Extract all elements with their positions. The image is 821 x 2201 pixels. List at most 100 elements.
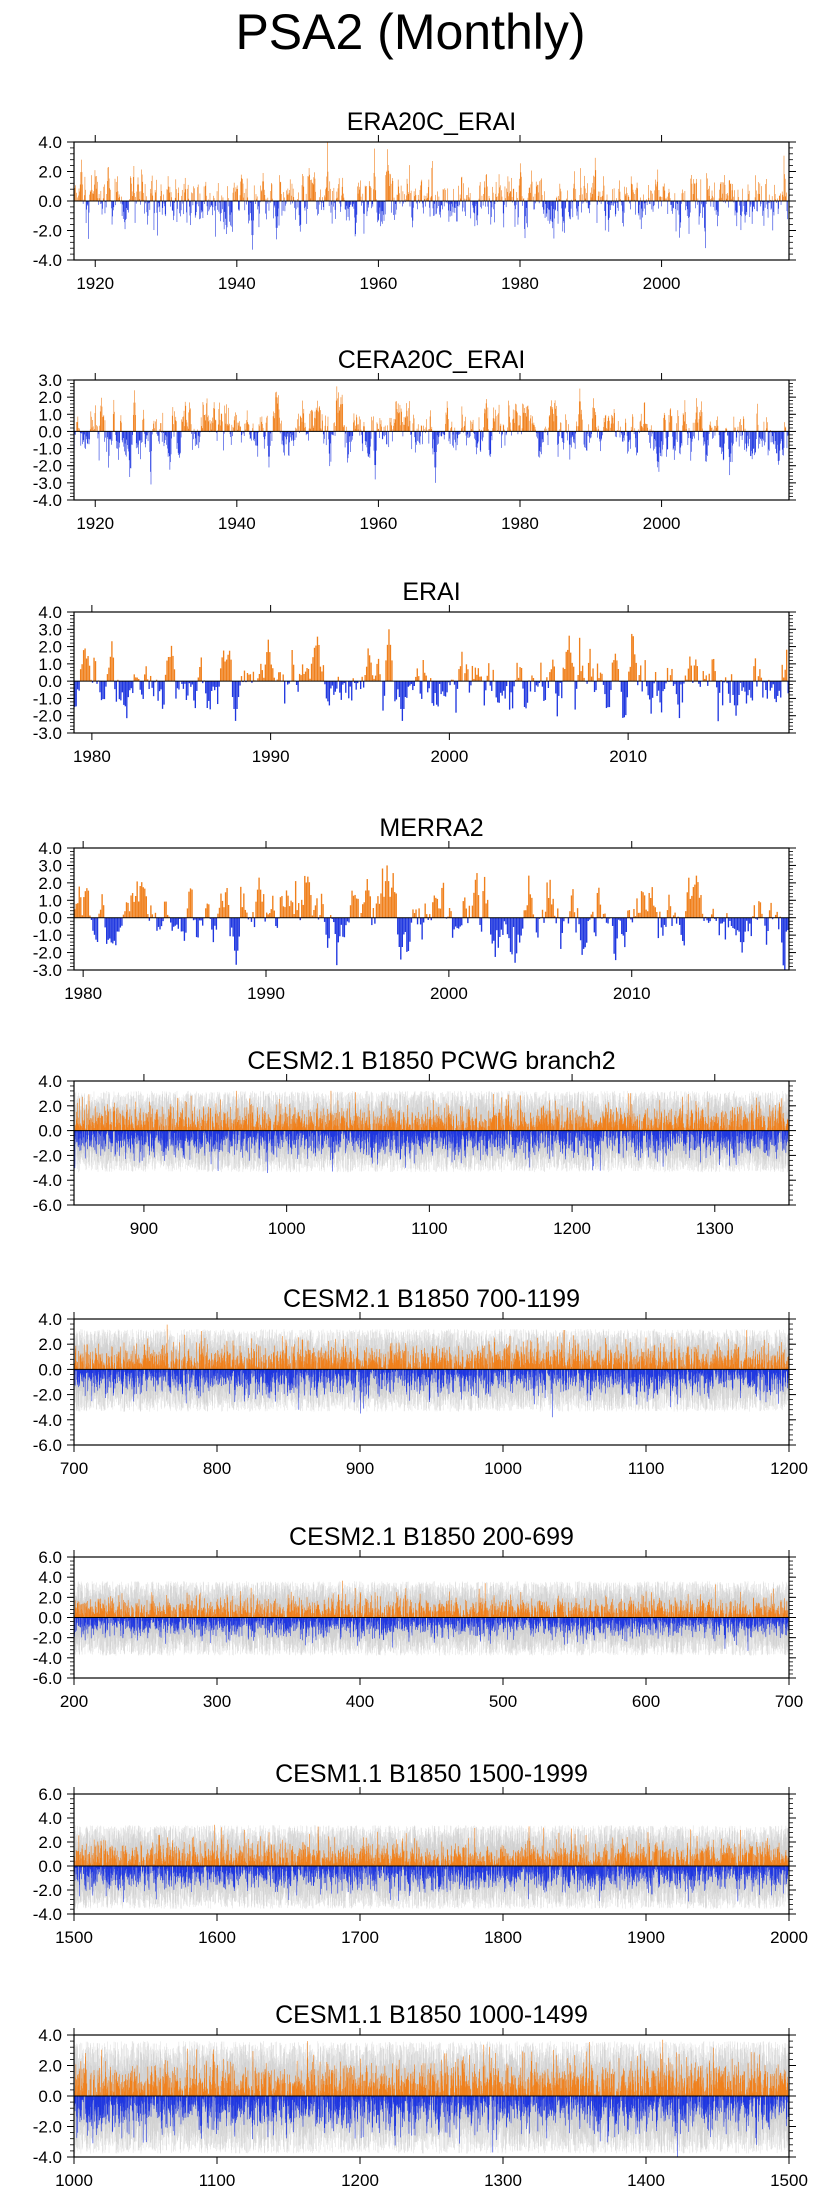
data-bar xyxy=(320,428,322,432)
data-bar xyxy=(263,431,265,449)
data-bar xyxy=(524,201,526,239)
data-bar xyxy=(352,895,355,918)
data-bar xyxy=(632,414,633,432)
data-bar xyxy=(348,681,350,699)
data-bar xyxy=(97,426,98,432)
data-bar xyxy=(722,431,723,452)
data-bar xyxy=(587,201,589,209)
data-bar xyxy=(763,201,765,226)
data-bars xyxy=(74,142,790,250)
data-bar xyxy=(429,201,431,217)
data-bar xyxy=(240,426,241,432)
data-bar xyxy=(335,425,336,432)
data-bar xyxy=(115,431,117,441)
data-bar xyxy=(469,198,470,201)
data-bar xyxy=(291,431,292,441)
data-bar xyxy=(131,893,134,918)
data-bar xyxy=(741,917,743,953)
data-bar xyxy=(732,917,734,929)
data-bar xyxy=(356,201,358,215)
data-bar xyxy=(780,681,782,698)
data-bar xyxy=(696,398,697,432)
data-bar xyxy=(700,410,702,432)
data-bar xyxy=(336,386,338,432)
data-bar xyxy=(131,431,133,445)
data-bar xyxy=(651,201,653,210)
data-bar xyxy=(527,197,529,201)
data-bar xyxy=(291,195,292,201)
data-bar xyxy=(149,431,151,453)
data-bar xyxy=(130,681,132,689)
data-bar xyxy=(373,431,375,451)
data-bar xyxy=(725,194,727,201)
data-bar xyxy=(606,427,607,432)
data-bar xyxy=(703,201,705,208)
data-bar xyxy=(483,681,485,706)
data-bar xyxy=(770,199,771,201)
data-bar xyxy=(771,201,772,209)
data-bar xyxy=(148,201,149,204)
data-bar xyxy=(669,198,671,201)
data-bar xyxy=(162,412,164,432)
data-bar xyxy=(80,897,82,918)
data-bar xyxy=(118,194,120,201)
data-bar xyxy=(774,193,776,201)
data-bar xyxy=(539,431,541,458)
data-bar xyxy=(255,201,256,204)
data-bar xyxy=(292,664,295,682)
data-bar xyxy=(630,426,632,432)
data-bar xyxy=(677,681,679,705)
data-bar xyxy=(555,201,556,211)
data-bar xyxy=(515,403,516,432)
data-bar xyxy=(784,174,785,201)
plot-frame xyxy=(73,611,790,734)
data-bar xyxy=(75,431,76,435)
data-bar xyxy=(295,201,297,210)
data-bar xyxy=(322,420,323,432)
data-bar xyxy=(653,201,655,206)
data-bar xyxy=(343,917,346,938)
data-bar xyxy=(415,194,417,201)
data-bar xyxy=(653,431,655,440)
data-bar xyxy=(601,431,603,439)
data-bar xyxy=(571,199,572,201)
data-bar xyxy=(535,429,536,432)
data-bar xyxy=(330,201,332,213)
data-bar xyxy=(89,194,90,201)
x-tick-label: 2010 xyxy=(609,747,647,766)
data-bar xyxy=(608,681,611,708)
data-bar xyxy=(535,681,538,686)
data-bar xyxy=(377,428,379,432)
data-bar xyxy=(580,168,581,201)
data-bar xyxy=(197,187,198,201)
data-bar xyxy=(480,917,483,932)
data-bar xyxy=(517,412,518,432)
data-bar xyxy=(635,189,637,201)
data-bar xyxy=(512,419,513,432)
data-bar xyxy=(692,681,694,683)
data-bar xyxy=(383,681,386,696)
data-bar xyxy=(780,201,782,205)
data-bar xyxy=(255,194,257,201)
data-bar xyxy=(659,911,661,918)
data-bar xyxy=(164,431,165,443)
data-bar xyxy=(189,201,190,207)
data-bar xyxy=(84,431,85,435)
data-bar xyxy=(254,431,256,442)
data-bar xyxy=(309,413,310,432)
data-bar xyxy=(781,431,783,450)
y-tick-label: -4.0 xyxy=(33,251,62,270)
data-bar xyxy=(226,201,227,235)
data-bar xyxy=(579,194,581,201)
data-bar xyxy=(583,431,585,445)
data-bar xyxy=(557,201,559,224)
data-bar xyxy=(612,415,613,432)
data-bar xyxy=(695,875,698,918)
data-bar xyxy=(685,429,687,432)
data-bar xyxy=(286,431,287,440)
data-bar xyxy=(504,201,505,205)
data-bar xyxy=(111,201,113,225)
data-bar xyxy=(226,404,227,432)
data-bar xyxy=(347,201,348,209)
data-bar xyxy=(400,681,402,709)
